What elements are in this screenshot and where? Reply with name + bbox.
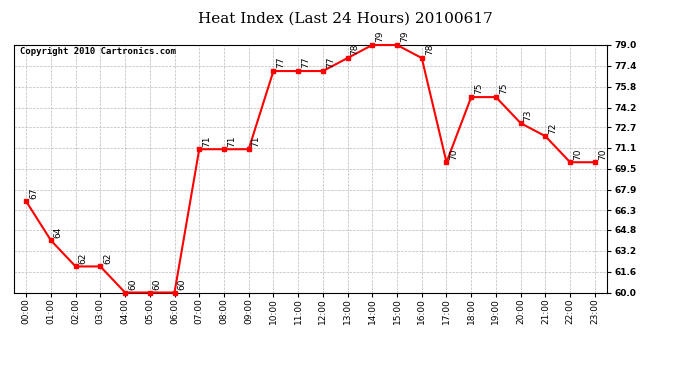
Text: 78: 78: [351, 44, 359, 55]
Text: 75: 75: [474, 83, 483, 94]
Text: 60: 60: [152, 278, 161, 290]
Text: 72: 72: [549, 122, 558, 134]
Text: 70: 70: [598, 148, 607, 160]
Text: 79: 79: [375, 31, 384, 42]
Text: 60: 60: [177, 278, 186, 290]
Text: 67: 67: [29, 187, 38, 199]
Text: 73: 73: [524, 109, 533, 120]
Text: 64: 64: [54, 226, 63, 238]
Text: 62: 62: [79, 252, 88, 264]
Text: Copyright 2010 Cartronics.com: Copyright 2010 Cartronics.com: [20, 48, 176, 57]
Text: 60: 60: [128, 278, 137, 290]
Text: 70: 70: [449, 148, 458, 160]
Text: 77: 77: [326, 57, 335, 69]
Text: 79: 79: [400, 31, 409, 42]
Text: 77: 77: [301, 57, 310, 69]
Text: 71: 71: [227, 135, 236, 147]
Text: 77: 77: [277, 57, 286, 69]
Text: 75: 75: [499, 83, 508, 94]
Text: 71: 71: [252, 135, 261, 147]
Text: 70: 70: [573, 148, 582, 160]
Text: Heat Index (Last 24 Hours) 20100617: Heat Index (Last 24 Hours) 20100617: [197, 11, 493, 25]
Text: 62: 62: [104, 252, 112, 264]
Text: 78: 78: [425, 44, 434, 55]
Text: 71: 71: [202, 135, 211, 147]
